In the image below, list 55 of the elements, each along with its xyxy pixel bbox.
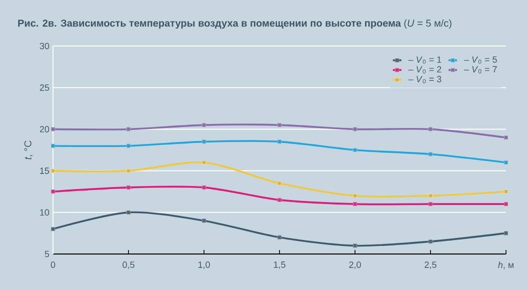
point — [428, 202, 433, 206]
point — [504, 202, 508, 206]
y-tick-label: 5 — [44, 250, 50, 258]
point — [352, 127, 358, 132]
point — [504, 190, 508, 194]
point — [126, 144, 131, 148]
point — [277, 140, 282, 144]
point — [352, 244, 358, 248]
point — [277, 235, 282, 240]
legend-label: – V$_{0}$ = 5 — [464, 56, 497, 64]
y-axis-title: t, °C — [24, 140, 33, 160]
point — [50, 144, 56, 148]
legend-label: – V$_{0}$ = 7 — [464, 66, 497, 74]
point — [202, 140, 206, 144]
point — [202, 122, 206, 128]
point — [428, 152, 433, 156]
point — [352, 202, 358, 206]
point — [126, 185, 131, 190]
y-tick-label: 10 — [40, 209, 50, 216]
point — [277, 122, 282, 128]
point — [202, 160, 206, 165]
point — [277, 198, 282, 202]
point — [202, 185, 206, 190]
legend-label: – V$_{0}$ = 2 — [408, 66, 442, 74]
x-tick-label: 2,0 — [349, 262, 361, 269]
point — [202, 218, 206, 223]
point — [126, 210, 131, 214]
x-tick-label: 0,5 — [122, 262, 134, 269]
x-tick-label: 1,0 — [198, 262, 210, 269]
point — [50, 190, 56, 194]
point — [504, 160, 508, 165]
point — [352, 194, 358, 198]
y-tick-label: 25 — [40, 84, 50, 91]
point — [428, 127, 433, 132]
legend-label: – V$_{0}$ = 1 — [408, 56, 442, 64]
point — [504, 135, 508, 140]
point — [126, 168, 131, 173]
chart-title: Рис. 2в. Зависимость температуры воздуха в помещении по высоте проема (U = 5 м/с) — [18, 19, 452, 29]
point — [428, 239, 433, 244]
x-tick-label: h, м — [498, 262, 514, 270]
point — [428, 194, 433, 198]
y-tick-label: 15 — [40, 168, 50, 174]
point — [50, 226, 56, 232]
y-tick-label: 30 — [40, 42, 50, 50]
y-tick-label: 20 — [40, 126, 50, 132]
point — [50, 127, 56, 132]
legend-label: – V$_{0}$ = 3 — [408, 76, 442, 84]
point — [126, 127, 131, 132]
point — [277, 181, 282, 186]
x-tick-label: 2,5 — [424, 262, 436, 269]
point — [504, 231, 508, 236]
x-tick-label: 1,5 — [274, 262, 286, 269]
point — [50, 168, 56, 173]
point — [352, 148, 358, 152]
x-tick-label: 0 — [50, 262, 56, 268]
